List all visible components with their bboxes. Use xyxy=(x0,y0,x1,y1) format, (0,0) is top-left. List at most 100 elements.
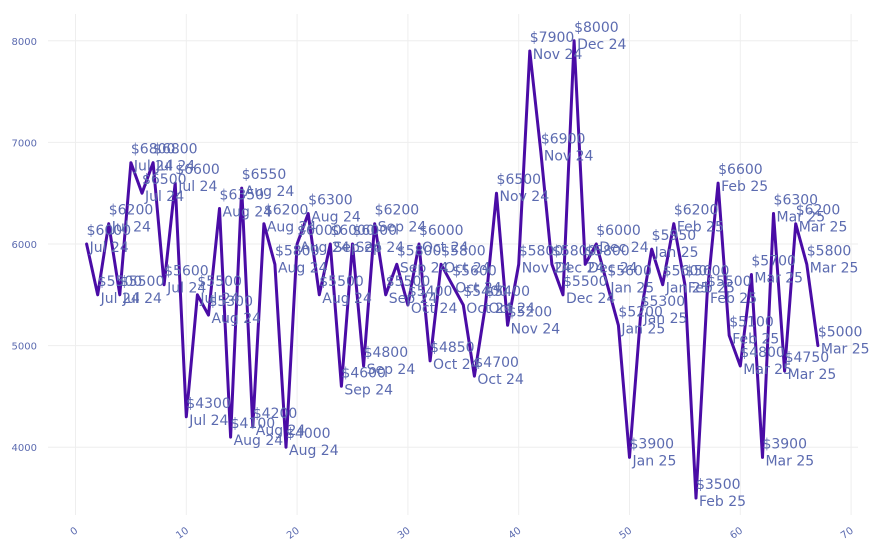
data-label-value: $5500 xyxy=(707,274,752,290)
data-label-value: $4300 xyxy=(186,396,231,412)
x-tick-label: 50 xyxy=(617,525,634,541)
data-label-value: $4800 xyxy=(740,345,785,361)
data-label-date: Aug 24 xyxy=(289,443,339,459)
data-label-date: Nov 24 xyxy=(511,321,561,337)
data-label-value: $5500 xyxy=(197,274,242,290)
data-label-value: $5400 xyxy=(463,284,508,300)
data-label-date: Feb 25 xyxy=(710,291,757,307)
data-label-value: $6500 xyxy=(497,172,542,188)
data-label-date: Mar 25 xyxy=(777,210,826,226)
data-label-value: $6000 xyxy=(297,223,342,239)
data-label-value: $5700 xyxy=(751,254,796,270)
data-label-date: Sep 24 xyxy=(344,382,393,398)
data-label-date: Dec 24 xyxy=(555,260,604,276)
x-tick-label: 20 xyxy=(285,525,302,541)
data-label-date: Jul 24 xyxy=(144,189,184,205)
data-label-date: Mar 25 xyxy=(810,260,859,276)
data-label-value: $5600 xyxy=(685,264,730,280)
x-tick-label: 60 xyxy=(728,525,745,541)
data-label-value: $5100 xyxy=(729,314,774,330)
data-label-value: $5600 xyxy=(607,264,652,280)
data-label-value: $6900 xyxy=(541,132,586,148)
data-label-value: $6000 xyxy=(353,223,398,239)
data-label-value: $5800 xyxy=(275,243,320,259)
data-label-value: $6000 xyxy=(596,223,641,239)
data-label-date: Jan 25 xyxy=(632,453,677,469)
data-label-date: Oct 24 xyxy=(488,301,535,317)
data-label-value: $4850 xyxy=(430,340,475,356)
data-label-date: Nov 24 xyxy=(533,47,583,63)
data-label-date: Oct 24 xyxy=(433,357,480,373)
data-label-date: Sep 24 xyxy=(356,240,405,256)
data-label-date: Aug 24 xyxy=(234,433,284,449)
data-label-value: $6500 xyxy=(142,172,187,188)
data-label-value: $6800 xyxy=(131,142,176,158)
data-label-date: Feb 25 xyxy=(688,281,735,297)
data-label-value: $4750 xyxy=(785,350,830,366)
data-label-value: $5600 xyxy=(663,264,708,280)
data-label-value: $4200 xyxy=(253,406,298,422)
data-label-value: $5500 xyxy=(319,274,364,290)
data-label-date: Dec 24 xyxy=(599,240,648,256)
data-label-date: Aug 24 xyxy=(211,311,261,327)
data-label-date: Oct 24 xyxy=(466,301,513,317)
data-label-date: Aug 24 xyxy=(311,210,361,226)
data-label-value: $5500 xyxy=(386,274,431,290)
data-label-date: Jul 24 xyxy=(100,291,140,307)
y-tick-label: 4000 xyxy=(12,443,37,454)
data-label-date: Jan 25 xyxy=(654,245,699,261)
data-label-date: Feb 25 xyxy=(721,179,768,195)
x-tick-label: 40 xyxy=(507,525,524,541)
x-tick-label: 30 xyxy=(396,525,413,541)
axis-ticks: 0 10 20 30 40 50 60 70 4000 5000 6000 7000 8000 xyxy=(12,37,856,542)
y-tick-label: 7000 xyxy=(12,138,37,149)
data-label-date: Sep 24 xyxy=(389,291,438,307)
data-label-date: Jan 25 xyxy=(609,281,654,297)
data-label-date: Aug 24 xyxy=(245,184,295,200)
data-label-date: Jul 24 xyxy=(89,240,129,256)
data-label-date: Dec 24 xyxy=(588,260,637,276)
data-label-date: Nov 24 xyxy=(500,189,550,205)
data-label-value: $4100 xyxy=(231,416,276,432)
data-label-date: Mar 25 xyxy=(743,362,792,378)
data-label-value: $6600 xyxy=(718,162,763,178)
data-label-value: $4000 xyxy=(286,426,331,442)
data-label-date: Mar 25 xyxy=(765,453,814,469)
data-label-date: Jul 24 xyxy=(133,159,173,175)
